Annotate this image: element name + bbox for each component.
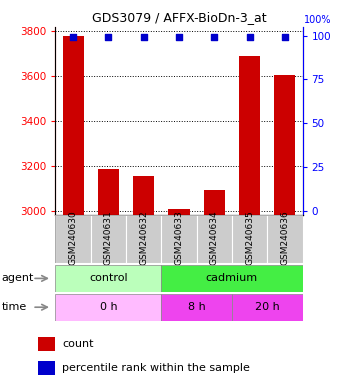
Bar — [232, 294, 303, 321]
Text: time: time — [2, 302, 27, 312]
Point — [176, 34, 182, 40]
Point — [212, 34, 217, 40]
Bar — [161, 294, 232, 321]
Bar — [232, 215, 267, 263]
Bar — [133, 176, 154, 215]
Bar — [267, 215, 303, 263]
Bar — [274, 75, 295, 215]
Bar — [161, 265, 303, 292]
Bar — [38, 337, 55, 351]
Bar — [239, 56, 260, 215]
Point — [282, 34, 288, 40]
Bar — [55, 215, 91, 263]
Text: GSM240633: GSM240633 — [174, 211, 184, 265]
Point — [141, 34, 146, 40]
Bar — [204, 190, 225, 215]
Bar — [161, 215, 197, 263]
Bar — [98, 169, 119, 215]
Text: GSM240635: GSM240635 — [245, 211, 254, 265]
Point — [70, 34, 76, 40]
Text: GSM240630: GSM240630 — [69, 211, 78, 265]
Text: count: count — [62, 339, 94, 349]
Text: control: control — [89, 273, 128, 283]
Bar — [55, 265, 161, 292]
Text: 8 h: 8 h — [188, 302, 205, 312]
Text: GSM240636: GSM240636 — [280, 211, 289, 265]
Text: 0 h: 0 h — [100, 302, 117, 312]
Bar — [63, 36, 84, 215]
Bar — [55, 294, 161, 321]
Title: GDS3079 / AFFX-BioDn-3_at: GDS3079 / AFFX-BioDn-3_at — [92, 11, 266, 24]
Text: cadmium: cadmium — [206, 273, 258, 283]
Text: 20 h: 20 h — [255, 302, 280, 312]
Text: agent: agent — [2, 273, 34, 283]
Point — [247, 34, 252, 40]
Point — [106, 34, 111, 40]
Text: GSM240634: GSM240634 — [210, 211, 219, 265]
Bar — [197, 215, 232, 263]
Bar — [91, 215, 126, 263]
Text: percentile rank within the sample: percentile rank within the sample — [62, 363, 250, 373]
Bar — [38, 361, 55, 375]
Text: GSM240631: GSM240631 — [104, 211, 113, 265]
Text: GSM240632: GSM240632 — [139, 211, 148, 265]
Text: 100%: 100% — [304, 15, 332, 25]
Bar — [126, 215, 161, 263]
Bar — [168, 209, 190, 215]
